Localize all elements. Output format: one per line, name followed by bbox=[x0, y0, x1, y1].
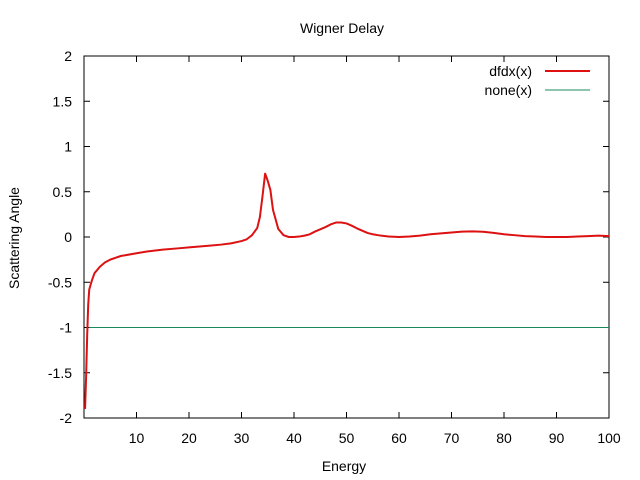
x-tick-label: 100 bbox=[597, 430, 621, 446]
x-tick-label: 10 bbox=[129, 430, 145, 446]
y-axis-label: Scattering Angle bbox=[6, 187, 22, 289]
x-tick-label: 30 bbox=[234, 430, 250, 446]
legend-label: none(x) bbox=[485, 82, 532, 98]
y-tick-label: 0.5 bbox=[53, 184, 73, 200]
y-tick-label: 2 bbox=[64, 48, 72, 64]
x-tick-label: 60 bbox=[391, 430, 407, 446]
y-tick-label: 1.5 bbox=[53, 93, 73, 109]
x-tick-label: 20 bbox=[181, 430, 197, 446]
legend-label: dfdx(x) bbox=[489, 63, 532, 79]
x-tick-label: 90 bbox=[549, 430, 565, 446]
y-tick-label: 0 bbox=[64, 229, 72, 245]
x-tick-label: 40 bbox=[286, 430, 302, 446]
y-tick-label: 1 bbox=[64, 139, 72, 155]
x-axis: 10 20 30 40 50 60 70 80 90 100 bbox=[129, 56, 621, 446]
x-tick-label: 50 bbox=[339, 430, 355, 446]
legend: dfdx(x) none(x) bbox=[485, 63, 590, 98]
series-line-1 bbox=[84, 172, 610, 409]
y-tick-label: -2 bbox=[60, 410, 73, 426]
y-tick-label: -1.5 bbox=[48, 365, 72, 381]
series-lines bbox=[84, 172, 610, 409]
chart-title: Wigner Delay bbox=[300, 20, 384, 36]
y-tick-label: -0.5 bbox=[48, 274, 72, 290]
y-axis: -2 -1.5 -1 -0.5 0 0.5 1 1.5 2 bbox=[48, 48, 609, 426]
x-axis-label: Energy bbox=[322, 458, 366, 474]
x-tick-label: 70 bbox=[444, 430, 460, 446]
x-tick-label: 80 bbox=[496, 430, 512, 446]
y-tick-label: -1 bbox=[60, 320, 73, 336]
